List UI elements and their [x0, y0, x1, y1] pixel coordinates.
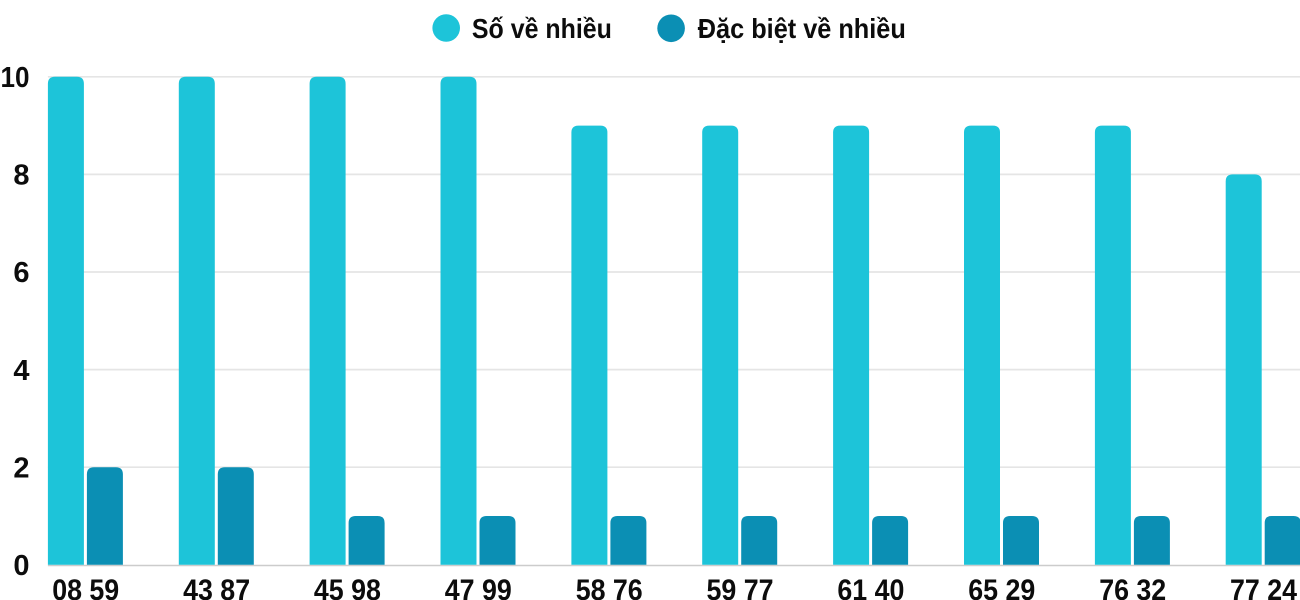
- svg-text:45 98: 45 98: [314, 574, 381, 600]
- svg-text:58 76: 58 76: [576, 574, 643, 600]
- svg-text:59 77: 59 77: [707, 574, 774, 600]
- svg-text:43 87: 43 87: [183, 574, 250, 600]
- svg-text:4: 4: [13, 355, 29, 387]
- svg-text:Đặc biệt về nhiều: Đặc biệt về nhiều: [698, 13, 906, 44]
- svg-text:08 59: 08 59: [52, 574, 119, 600]
- svg-text:76 32: 76 32: [1099, 574, 1166, 600]
- svg-text:77 24: 77 24: [1230, 574, 1297, 600]
- svg-text:61 40: 61 40: [837, 574, 904, 600]
- svg-text:0: 0: [13, 550, 29, 582]
- svg-text:65 29: 65 29: [968, 574, 1035, 600]
- svg-text:6: 6: [13, 257, 29, 289]
- svg-text:47 99: 47 99: [445, 574, 512, 600]
- svg-text:10: 10: [1, 62, 30, 94]
- svg-text:8: 8: [13, 160, 29, 192]
- svg-text:Số về nhiều: Số về nhiều: [472, 13, 612, 44]
- svg-text:2: 2: [13, 452, 29, 484]
